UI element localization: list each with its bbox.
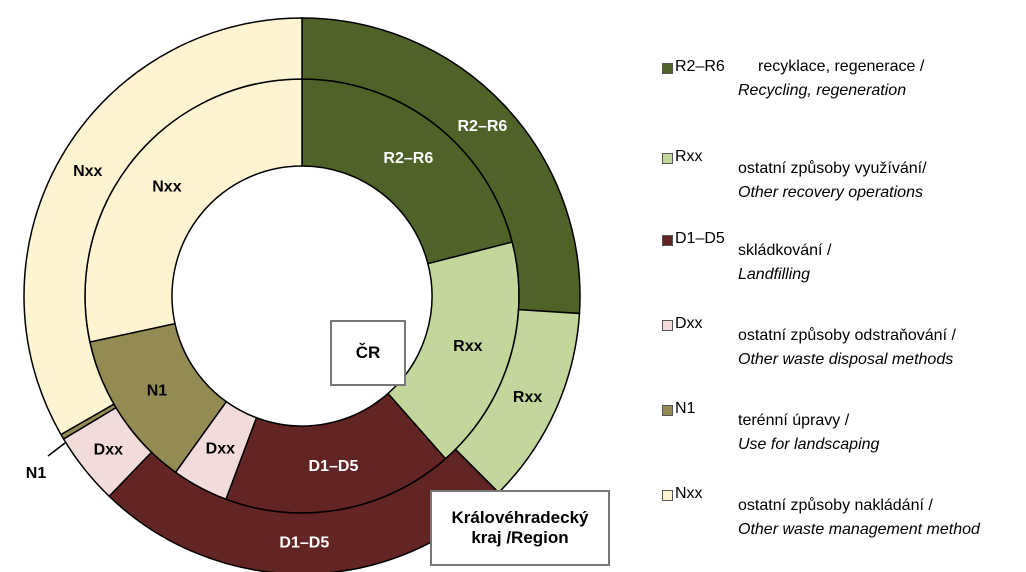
legend-description-en: Use for landscaping [738, 436, 880, 453]
legend-swatch [662, 63, 673, 74]
legend-swatch [662, 490, 673, 501]
legend-swatch [662, 320, 673, 331]
legend-description-en: Other waste disposal methods [738, 351, 954, 368]
legend-description: terénní úpravy / [738, 412, 850, 429]
segment-label: Nxx [73, 163, 102, 180]
segment-label: Nxx [152, 178, 181, 195]
legend-description: recyklace, regenerace / [758, 58, 925, 75]
donut-segment [23, 17, 303, 436]
segment-label: Dxx [94, 441, 123, 458]
series-label: ČR [330, 320, 406, 386]
legend-description: ostatní způsoby odstraňování / [738, 327, 956, 344]
series-label: Královéhradecký kraj /Region [430, 490, 610, 566]
segment-label: N1 [147, 382, 168, 399]
segment-label: Dxx [206, 440, 235, 457]
segment-label: D1–D5 [309, 458, 359, 475]
legend-description: ostatní způsoby nakládání / [738, 497, 933, 514]
legend-swatch [662, 235, 673, 246]
legend-code: R2–R6 [675, 58, 725, 75]
legend-code: Nxx [675, 485, 703, 502]
annotation-label: N1 [26, 465, 47, 482]
segment-label: R2–R6 [458, 118, 508, 135]
segment-label: R2–R6 [383, 150, 433, 167]
legend-code: Rxx [675, 148, 703, 165]
segment-label: Rxx [513, 389, 542, 406]
legend-code: D1–D5 [675, 230, 725, 247]
legend-code: Dxx [675, 315, 703, 332]
segment-label: Rxx [453, 338, 482, 355]
legend-description-en: Landfilling [738, 266, 811, 283]
legend-description-en: Other recovery operations [738, 184, 923, 201]
legend-description: skládkování / [738, 242, 832, 259]
legend-swatch [662, 405, 673, 416]
legend-swatch [662, 153, 673, 164]
segment-label: D1–D5 [279, 535, 329, 552]
legend-code: N1 [675, 400, 696, 417]
legend-description-en: Recycling, regeneration [738, 82, 907, 99]
legend-description-en: Other waste management method [738, 521, 980, 538]
legend-description: ostatní způsoby využívání/ [738, 160, 927, 177]
